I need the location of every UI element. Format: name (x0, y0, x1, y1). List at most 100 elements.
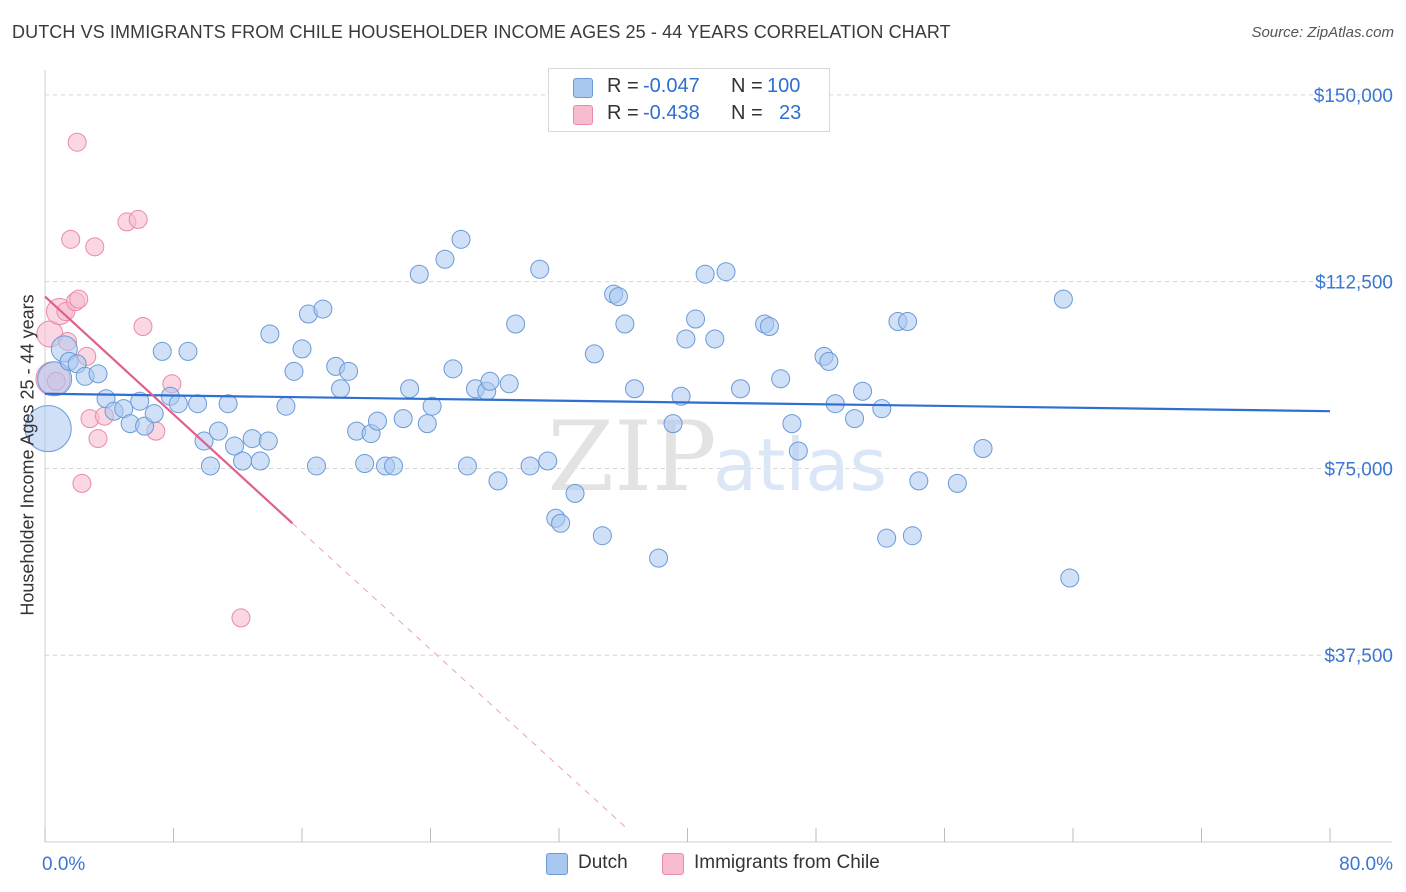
chile-point (61, 229, 81, 249)
x-tick-label: 0.0% (42, 854, 85, 875)
dutch-point (451, 229, 471, 249)
y-tick-label: $112,500 (1315, 273, 1393, 294)
bottom-chile-swatch (662, 853, 684, 875)
dutch-point (565, 483, 585, 503)
dutch-point (520, 456, 540, 476)
dutch-point (782, 414, 802, 434)
legend-row-dutch: R = -0.047 N = 100 (573, 75, 823, 99)
stats-legend: R = -0.047 N = 100 R = -0.438 N = 23 (548, 68, 830, 132)
dutch-point (331, 379, 351, 399)
dutch-point (393, 409, 413, 429)
chart-title: DUTCH VS IMMIGRANTS FROM CHILE HOUSEHOLD… (12, 22, 951, 42)
dutch-trend-line (44, 392, 1331, 413)
watermark-atlas: atlas (713, 423, 887, 507)
dutch-point (258, 431, 278, 451)
dutch-point (306, 456, 326, 476)
dutch-point (367, 411, 387, 431)
grid-lines (45, 94, 1392, 656)
chile-trend-extension (292, 522, 629, 830)
dutch-point (292, 339, 312, 359)
dutch-point (973, 439, 993, 459)
chile-n-label: N = (731, 102, 763, 124)
dutch-point (435, 249, 455, 269)
dutch-point (615, 314, 635, 334)
chile-n-value: 23 (779, 102, 802, 124)
dutch-point (671, 386, 691, 406)
dutch-point (422, 396, 442, 416)
dutch-point (819, 351, 839, 371)
chile-point (133, 317, 153, 337)
y-tick-label: $37,500 (1324, 646, 1393, 667)
dutch-point (339, 361, 359, 381)
dutch-point (676, 329, 696, 349)
bottom-dutch-label: Dutch (578, 852, 628, 873)
dutch-point (705, 329, 725, 349)
dutch-point (188, 394, 208, 414)
dutch-point (355, 453, 375, 473)
chile-r-label: R = (607, 102, 639, 124)
chile-point (231, 608, 251, 628)
chile-point (88, 429, 108, 449)
dutch-point (624, 379, 644, 399)
dutch-point (538, 451, 558, 471)
dutch-point (686, 309, 706, 329)
chile-point (128, 209, 148, 229)
y-tick-label: $150,000 (1314, 86, 1393, 107)
dutch-point (584, 344, 604, 364)
dutch-point (284, 361, 304, 381)
bottom-chile-label: Immigrants from Chile (694, 852, 880, 873)
axes (44, 70, 1392, 843)
dutch-point (250, 451, 270, 471)
dutch-point (853, 381, 873, 401)
dutch-point (200, 456, 220, 476)
dutch-point (417, 414, 437, 434)
chile-point (67, 132, 87, 152)
dutch-point (208, 421, 228, 441)
tick-labels: $37,500 $75,000 $112,500 $150,000 0.0% 80.0% (42, 86, 1393, 875)
dutch-point (499, 374, 519, 394)
dutch-point (1060, 568, 1080, 588)
dutch-point (506, 314, 526, 334)
dutch-point (457, 456, 477, 476)
dutch-point (592, 526, 612, 546)
dutch-point (902, 526, 922, 546)
chile-trend-line (44, 295, 294, 525)
dutch-point (695, 264, 715, 284)
dutch-point (488, 471, 508, 491)
dutch-point (530, 259, 550, 279)
dutch-point (909, 471, 929, 491)
dutch-point (872, 399, 892, 419)
chile-swatch (573, 105, 593, 125)
dutch-point (276, 396, 296, 416)
chile-point (69, 289, 89, 309)
y-axis-label: Householder Income Ages 25 - 44 years (17, 294, 38, 616)
chile-point (85, 237, 105, 257)
dutch-point (313, 299, 333, 319)
dutch-point (130, 391, 150, 411)
legend-row-chile: R = -0.438 N = 23 (573, 102, 823, 126)
dutch-swatch (573, 78, 593, 98)
source-label: Source: ZipAtlas.com (1251, 24, 1394, 41)
dutch-point (898, 312, 918, 332)
dutch-point (400, 379, 420, 399)
dutch-point (24, 405, 72, 453)
dutch-r-label: R = (607, 75, 639, 97)
bottom-dutch-swatch (546, 853, 568, 875)
dutch-point (242, 429, 262, 449)
dutch-point (731, 379, 751, 399)
dutch-point (144, 404, 164, 424)
dutch-point (178, 341, 198, 361)
dutch-r-value: -0.047 (643, 75, 700, 97)
trend-lines (44, 295, 1331, 830)
dutch-point (384, 456, 404, 476)
dutch-points (24, 229, 1080, 588)
dutch-point (716, 262, 736, 282)
dutch-point (225, 436, 245, 456)
dutch-point (771, 369, 791, 389)
dutch-n-value: 100 (767, 75, 801, 97)
dutch-point (845, 409, 865, 429)
dutch-n-label: N = (731, 75, 763, 97)
dutch-point (649, 548, 669, 568)
